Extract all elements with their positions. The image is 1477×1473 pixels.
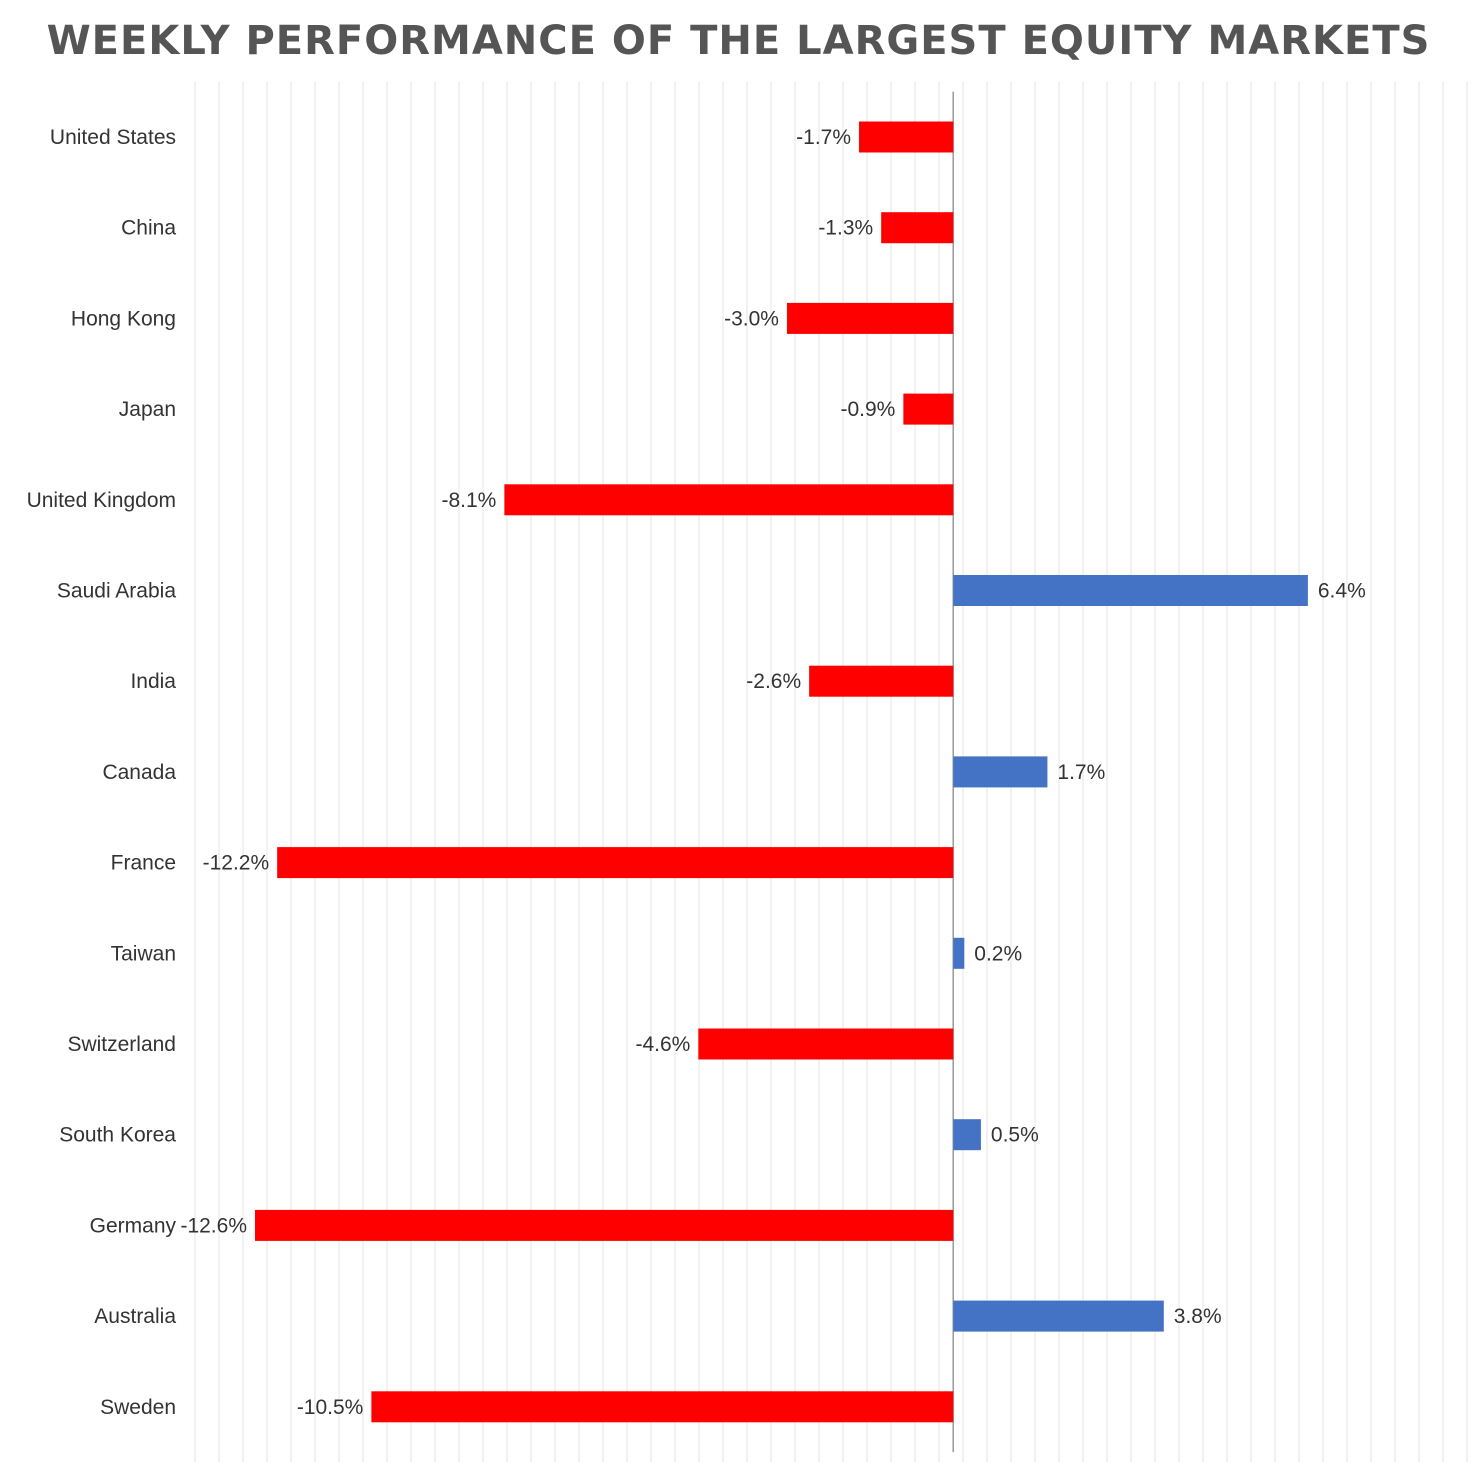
bar-united-states: [859, 121, 954, 153]
value-label: -4.6%: [635, 1033, 690, 1056]
value-label: -1.7%: [796, 126, 851, 149]
category-label: Hong Kong: [71, 307, 176, 330]
bar-china: [881, 212, 954, 244]
value-label: -2.6%: [746, 670, 801, 693]
category-label: Taiwan: [111, 942, 176, 965]
category-label: Switzerland: [67, 1033, 176, 1056]
category-label: India: [130, 670, 176, 693]
value-label: -1.3%: [818, 217, 873, 240]
grid-lines: [194, 81, 1468, 1463]
value-label: 1.7%: [1057, 761, 1105, 784]
bars: [255, 121, 1308, 1423]
category-label: China: [121, 217, 176, 240]
bar-india: [809, 665, 954, 697]
value-label: 6.4%: [1318, 580, 1366, 603]
bar-south-korea: [953, 1119, 981, 1151]
category-label: Japan: [119, 398, 176, 421]
bar-france: [277, 847, 954, 879]
value-label: -10.5%: [297, 1396, 364, 1419]
value-label: 0.5%: [991, 1124, 1039, 1147]
value-label: 3.8%: [1174, 1305, 1222, 1328]
bar-sweden: [371, 1391, 954, 1423]
category-label: Australia: [94, 1305, 176, 1328]
bar-germany: [255, 1209, 954, 1241]
bar-australia: [953, 1300, 1164, 1332]
category-label: United Kingdom: [27, 489, 176, 512]
value-label: 0.2%: [974, 942, 1022, 965]
category-label: France: [111, 852, 176, 875]
bar-saudi-arabia: [953, 575, 1308, 606]
bar-switzerland: [698, 1028, 954, 1060]
labels: United States -1.7% China -1.3% Hong Kong -3.…: [27, 126, 1366, 1419]
value-label: -12.6%: [180, 1214, 247, 1237]
chart-title: WEEKLY PERFORMANCE OF THE LARGEST EQUITY…: [46, 18, 1431, 64]
bar-japan: [903, 393, 954, 425]
bar-hong-kong: [786, 302, 954, 334]
category-label: Canada: [102, 761, 176, 784]
category-label: United States: [50, 126, 176, 149]
category-label: Germany: [90, 1214, 177, 1237]
bar-canada: [953, 756, 1048, 788]
category-label: Sweden: [100, 1396, 176, 1419]
bar-taiwan: [953, 937, 965, 969]
value-label: -3.0%: [724, 307, 779, 330]
value-label: -12.2%: [203, 852, 270, 875]
category-label: South Korea: [59, 1124, 176, 1147]
category-label: Saudi Arabia: [57, 580, 176, 603]
value-label: -8.1%: [442, 489, 497, 512]
value-label: -0.9%: [840, 398, 895, 421]
bar-united-kingdom: [504, 484, 954, 516]
